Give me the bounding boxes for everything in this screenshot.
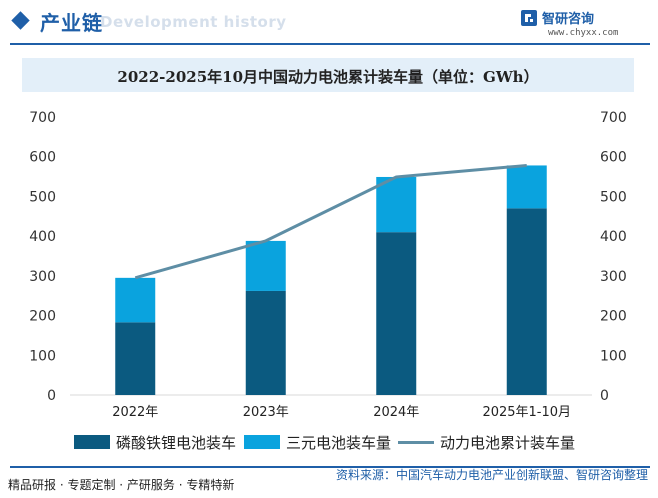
legend-label-total: 动力电池累计装车量	[440, 433, 576, 452]
bar-ternary	[376, 176, 417, 233]
brand-url: www.chyxx.com	[548, 28, 619, 38]
legend-swatch-lfp	[74, 435, 110, 449]
y-tick-label-left: 600	[29, 150, 56, 166]
legend-label-ternary: 三元电池装车量	[286, 433, 392, 452]
brand: 智研咨询 www.chyxx.com	[520, 8, 640, 42]
legend-item-ternary: 三元电池装车量	[244, 432, 391, 452]
x-tick-label: 2024年	[373, 405, 419, 420]
y-tick-label-left: 700	[29, 110, 56, 126]
x-tick-label: 2023年	[243, 405, 289, 420]
bar-lfp	[376, 232, 417, 395]
line-total	[134, 163, 527, 280]
y2-tick-label-right: 0	[600, 388, 609, 404]
y2-tick-label-right: 700	[600, 110, 627, 126]
bar-ternary	[115, 277, 156, 323]
y-tick-label-left: 100	[29, 348, 56, 364]
y2-tick-label-right: 300	[600, 269, 627, 285]
chart-title-band: 2022-2025年10月中国动力电池累计装车量（单位：GWh）	[22, 58, 634, 92]
y2-tick-label-right: 600	[600, 150, 627, 166]
bar-lfp	[506, 208, 547, 395]
y-tick-label-left: 0	[47, 388, 56, 404]
bar-lfp	[115, 322, 156, 395]
footer-services: 精品研报 · 专题定制 · 产研服务 · 专精特新	[8, 478, 235, 492]
legend-item-lfp: 磷酸铁锂电池装车	[74, 432, 236, 452]
legend-item-total: 动力电池累计装车量	[398, 432, 575, 452]
y2-tick-label-right: 200	[600, 309, 627, 325]
x-tick-label: 2022年	[112, 405, 158, 420]
y-tick-label-left: 400	[29, 229, 56, 245]
legend: 磷酸铁锂电池装车 三元电池装车量 动力电池累计装车量	[0, 432, 658, 456]
header-title: 产业链	[40, 11, 103, 35]
x-tick-label: 2025年1-10月	[482, 405, 571, 420]
footer-divider	[10, 466, 650, 468]
y-tick-label-left: 500	[29, 189, 56, 205]
legend-swatch-ternary	[244, 435, 280, 449]
footer-source: 资料来源：中国汽车动力电池产业创新联盟、智研咨询整理	[335, 468, 648, 482]
chart-title: 2022-2025年10月中国动力电池累计装车量（单位：GWh）	[117, 68, 539, 86]
footer: 精品研报 · 专题定制 · 产研服务 · 专精特新 资料来源：中国汽车动力电池产…	[0, 466, 658, 498]
bar-ternary	[245, 240, 286, 291]
legend-swatch-total	[398, 440, 434, 444]
brand-logo-icon	[521, 10, 537, 26]
y2-tick-label-right: 400	[600, 229, 627, 245]
legend-label-lfp: 磷酸铁锂电池装车	[116, 433, 237, 452]
y2-tick-label-right: 100	[600, 348, 627, 364]
bar-lfp	[245, 290, 286, 395]
y-tick-label-left: 300	[29, 269, 56, 285]
header-divider	[10, 43, 650, 45]
brand-name: 智研咨询	[542, 12, 595, 27]
y2-tick-label-right: 500	[600, 189, 627, 205]
header-subtitle: Development history	[100, 13, 287, 31]
bar-ternary	[506, 165, 547, 209]
y-tick-label-left: 200	[29, 309, 56, 325]
header: Development history 产业链 智研咨询 www.chyxx.c…	[0, 0, 658, 45]
